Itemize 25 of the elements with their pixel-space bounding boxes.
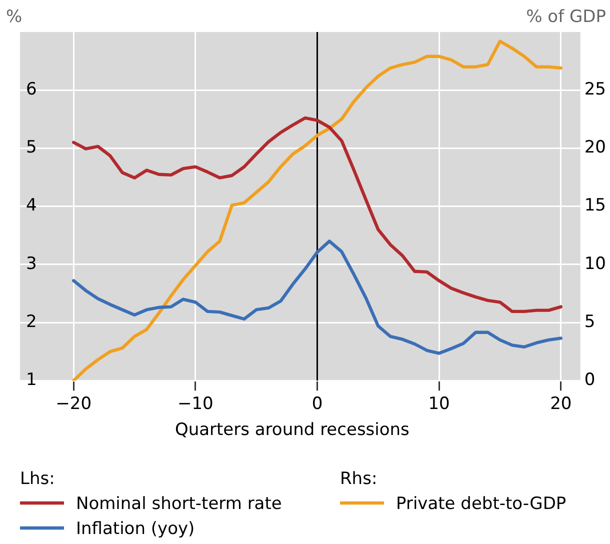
legend-label: Private debt-to-GDP xyxy=(396,494,566,514)
y-tick-label: 4 xyxy=(26,196,37,216)
y2-tick-label: 15 xyxy=(584,196,606,216)
legend-label: Nominal short-term rate xyxy=(76,494,282,514)
x-tick-label: 0 xyxy=(312,394,323,414)
x-tick-label: 10 xyxy=(428,394,450,414)
y-tick-label: 2 xyxy=(26,312,37,332)
y2-axis-title: % of GDP xyxy=(526,7,606,27)
y2-tick-label: 20 xyxy=(584,138,606,158)
x-tick-label: −10 xyxy=(177,394,214,414)
y-tick-label: 3 xyxy=(26,254,37,274)
x-tick-label: 20 xyxy=(550,394,572,414)
x-tick-label: −20 xyxy=(56,394,92,414)
text: Lhs: xyxy=(20,469,55,489)
y2-tick-label: 0 xyxy=(584,370,596,390)
y-tick-label: 5 xyxy=(26,138,37,158)
x-axis-title: Quarters around recessions xyxy=(174,420,410,440)
y2-tick-label: 25 xyxy=(584,80,606,100)
y2-tick-label: 10 xyxy=(584,254,606,274)
legend-label: Inflation (yoy) xyxy=(76,519,195,539)
text: Rhs: xyxy=(340,469,378,489)
y-tick-label: 1 xyxy=(26,370,37,390)
y2-tick-label: 5 xyxy=(584,312,596,332)
y-axis-title: % xyxy=(6,7,22,27)
y-tick-label: 6 xyxy=(26,80,37,100)
